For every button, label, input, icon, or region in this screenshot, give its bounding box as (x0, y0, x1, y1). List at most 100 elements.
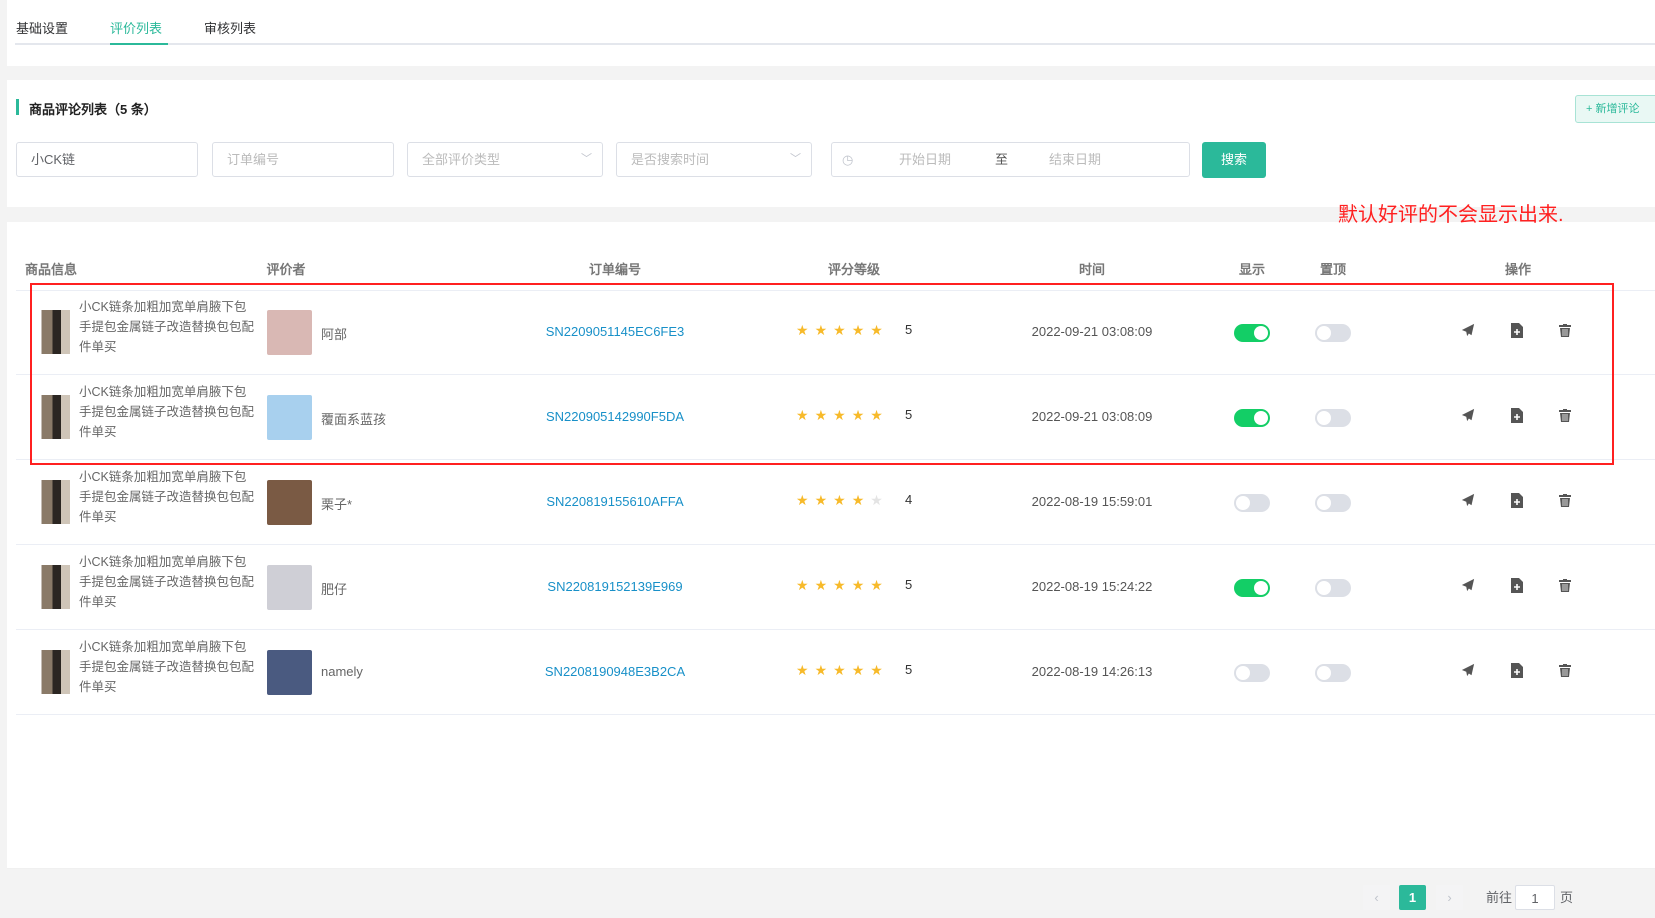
review-type-placeholder: 全部评价类型 (422, 152, 501, 167)
annotation-highlight-box (30, 283, 1614, 465)
search-button[interactable]: 搜索 (1202, 142, 1266, 178)
show-toggle[interactable] (1234, 409, 1270, 427)
add-review-button[interactable]: + 新增评论 (1575, 95, 1655, 123)
send-icon[interactable] (1460, 321, 1476, 339)
delete-icon[interactable] (1557, 406, 1573, 424)
date-range-picker[interactable]: ◷ 开始日期 至 结束日期 (831, 142, 1190, 177)
star-icon: ★ (833, 407, 846, 423)
reviewer-avatar (267, 565, 312, 610)
star-icon: ★ (851, 407, 865, 423)
star-icon: ★ (870, 322, 883, 338)
order-number[interactable]: SN220905142990F5DA (545, 409, 685, 424)
rating-stars: ★ ★ ★ ★ ★ (796, 577, 883, 594)
delete-icon[interactable] (1557, 491, 1573, 509)
reviewer-name: namely (321, 664, 363, 679)
keyword-input[interactable]: 小CK链 (16, 142, 198, 177)
table-row: 小CK链条加粗加宽单肩腋下包手提包金属链子改造替换包包配件单买 阿部 SN220… (16, 290, 1655, 375)
order-number[interactable]: SN2208190948E3B2CA (544, 664, 686, 679)
tabs-panel (7, 0, 1655, 66)
file-add-icon[interactable] (1509, 491, 1525, 509)
order-number-input[interactable]: 订单编号 (212, 142, 394, 177)
show-toggle[interactable] (1234, 494, 1270, 512)
reviewer-name: 栗子* (321, 497, 353, 512)
rating-stars: ★ ★ ★ ★ ★ (796, 322, 883, 339)
rating-score: 5 (905, 577, 913, 592)
col-header-top: 置顶 (1319, 262, 1347, 277)
product-name: 小CK链条加粗加宽单肩腋下包手提包金属链子改造替换包包配件单买 (79, 385, 255, 439)
prev-page-button[interactable]: ‹ (1363, 885, 1390, 910)
col-header-order: 订单编号 (588, 262, 642, 277)
file-add-icon[interactable] (1509, 576, 1525, 594)
star-icon: ★ (870, 492, 883, 508)
send-icon[interactable] (1460, 406, 1476, 424)
end-date-input[interactable]: 结束日期 (1049, 152, 1102, 167)
review-type-select[interactable]: 全部评价类型 ﹀ (407, 142, 603, 177)
review-time-text: 2022-08-19 14:26:13 (1031, 664, 1153, 679)
send-icon[interactable] (1460, 491, 1476, 509)
tab-basic-settings[interactable]: 基础设置 (16, 21, 69, 36)
rating-score: 5 (905, 407, 913, 422)
star-icon: ★ (851, 492, 865, 508)
annotation-note: 默认好评的不会显示出来. (1338, 204, 1564, 226)
title-accent-bar (16, 99, 19, 115)
reviewer-avatar (267, 395, 312, 440)
star-icon: ★ (851, 577, 865, 593)
star-icon: ★ (851, 322, 865, 338)
review-time-text: 2022-08-19 15:24:22 (1031, 579, 1153, 594)
pin-top-toggle[interactable] (1315, 664, 1351, 682)
file-add-icon[interactable] (1509, 661, 1525, 679)
reviewer-avatar (267, 480, 312, 525)
reviewer-name: 覆面系蓝孩 (321, 412, 387, 427)
active-tab-indicator (110, 43, 168, 45)
show-toggle[interactable] (1234, 579, 1270, 597)
star-icon: ★ (796, 492, 809, 508)
star-icon: ★ (833, 492, 846, 508)
order-number[interactable]: SN2209051145EC6FE3 (545, 324, 685, 339)
col-header-product: 商品信息 (24, 262, 78, 277)
star-icon: ★ (870, 662, 883, 678)
delete-icon[interactable] (1557, 576, 1573, 594)
send-icon[interactable] (1460, 661, 1476, 679)
star-icon: ★ (814, 577, 828, 593)
search-time-select[interactable]: 是否搜索时间 ﹀ (616, 142, 812, 177)
product-name: 小CK链条加粗加宽单肩腋下包手提包金属链子改造替换包包配件单买 (79, 470, 255, 524)
pin-top-toggle[interactable] (1315, 324, 1351, 342)
goto-page-input[interactable]: 1 (1515, 885, 1555, 910)
show-toggle[interactable] (1234, 664, 1270, 682)
pin-top-toggle[interactable] (1315, 494, 1351, 512)
show-toggle[interactable] (1234, 324, 1270, 342)
pin-top-toggle[interactable] (1315, 579, 1351, 597)
rating-score: 5 (905, 322, 913, 337)
star-icon: ★ (870, 407, 883, 423)
rating-score: 4 (905, 492, 913, 507)
reviewer-name: 肥仔 (321, 582, 348, 597)
footer-divider (7, 868, 1655, 869)
rating-stars: ★ ★ ★ ★ ★ (796, 662, 883, 679)
file-add-icon[interactable] (1509, 321, 1525, 339)
product-name: 小CK链条加粗加宽单肩腋下包手提包金属链子改造替换包包配件单买 (79, 555, 255, 609)
next-page-button[interactable]: › (1436, 885, 1463, 910)
tab-audit-list[interactable]: 审核列表 (204, 21, 257, 36)
order-number[interactable]: SN220819155610AFFA (546, 494, 684, 509)
review-time-text: 2022-09-21 03:08:09 (1031, 324, 1153, 339)
pin-top-toggle[interactable] (1315, 409, 1351, 427)
table-row: 小CK链条加粗加宽单肩腋下包手提包金属链子改造替换包包配件单买 栗子* SN22… (16, 460, 1655, 545)
send-icon[interactable] (1460, 576, 1476, 594)
star-icon: ★ (814, 407, 828, 423)
tabs-divider (15, 43, 1655, 45)
page-suffix: 页 (1560, 890, 1574, 905)
star-icon: ★ (814, 322, 828, 338)
star-icon: ★ (814, 662, 828, 678)
delete-icon[interactable] (1557, 321, 1573, 339)
start-date-input[interactable]: 开始日期 (899, 152, 952, 167)
col-header-rating: 评分等级 (827, 262, 881, 277)
table-row: 小CK链条加粗加宽单肩腋下包手提包金属链子改造替换包包配件单买 肥仔 SN220… (16, 545, 1655, 630)
order-number[interactable]: SN220819152139E969 (547, 579, 683, 594)
col-header-reviewer: 评价者 (266, 262, 306, 277)
page-1-button[interactable]: 1 (1399, 885, 1426, 910)
delete-icon[interactable] (1557, 661, 1573, 679)
section-title: 商品评论列表（5 条） (29, 102, 157, 117)
file-add-icon[interactable] (1509, 406, 1525, 424)
table-row: 小CK链条加粗加宽单肩腋下包手提包金属链子改造替换包包配件单买 覆面系蓝孩 SN… (16, 375, 1655, 460)
tab-review-list[interactable]: 评价列表 (110, 21, 163, 36)
